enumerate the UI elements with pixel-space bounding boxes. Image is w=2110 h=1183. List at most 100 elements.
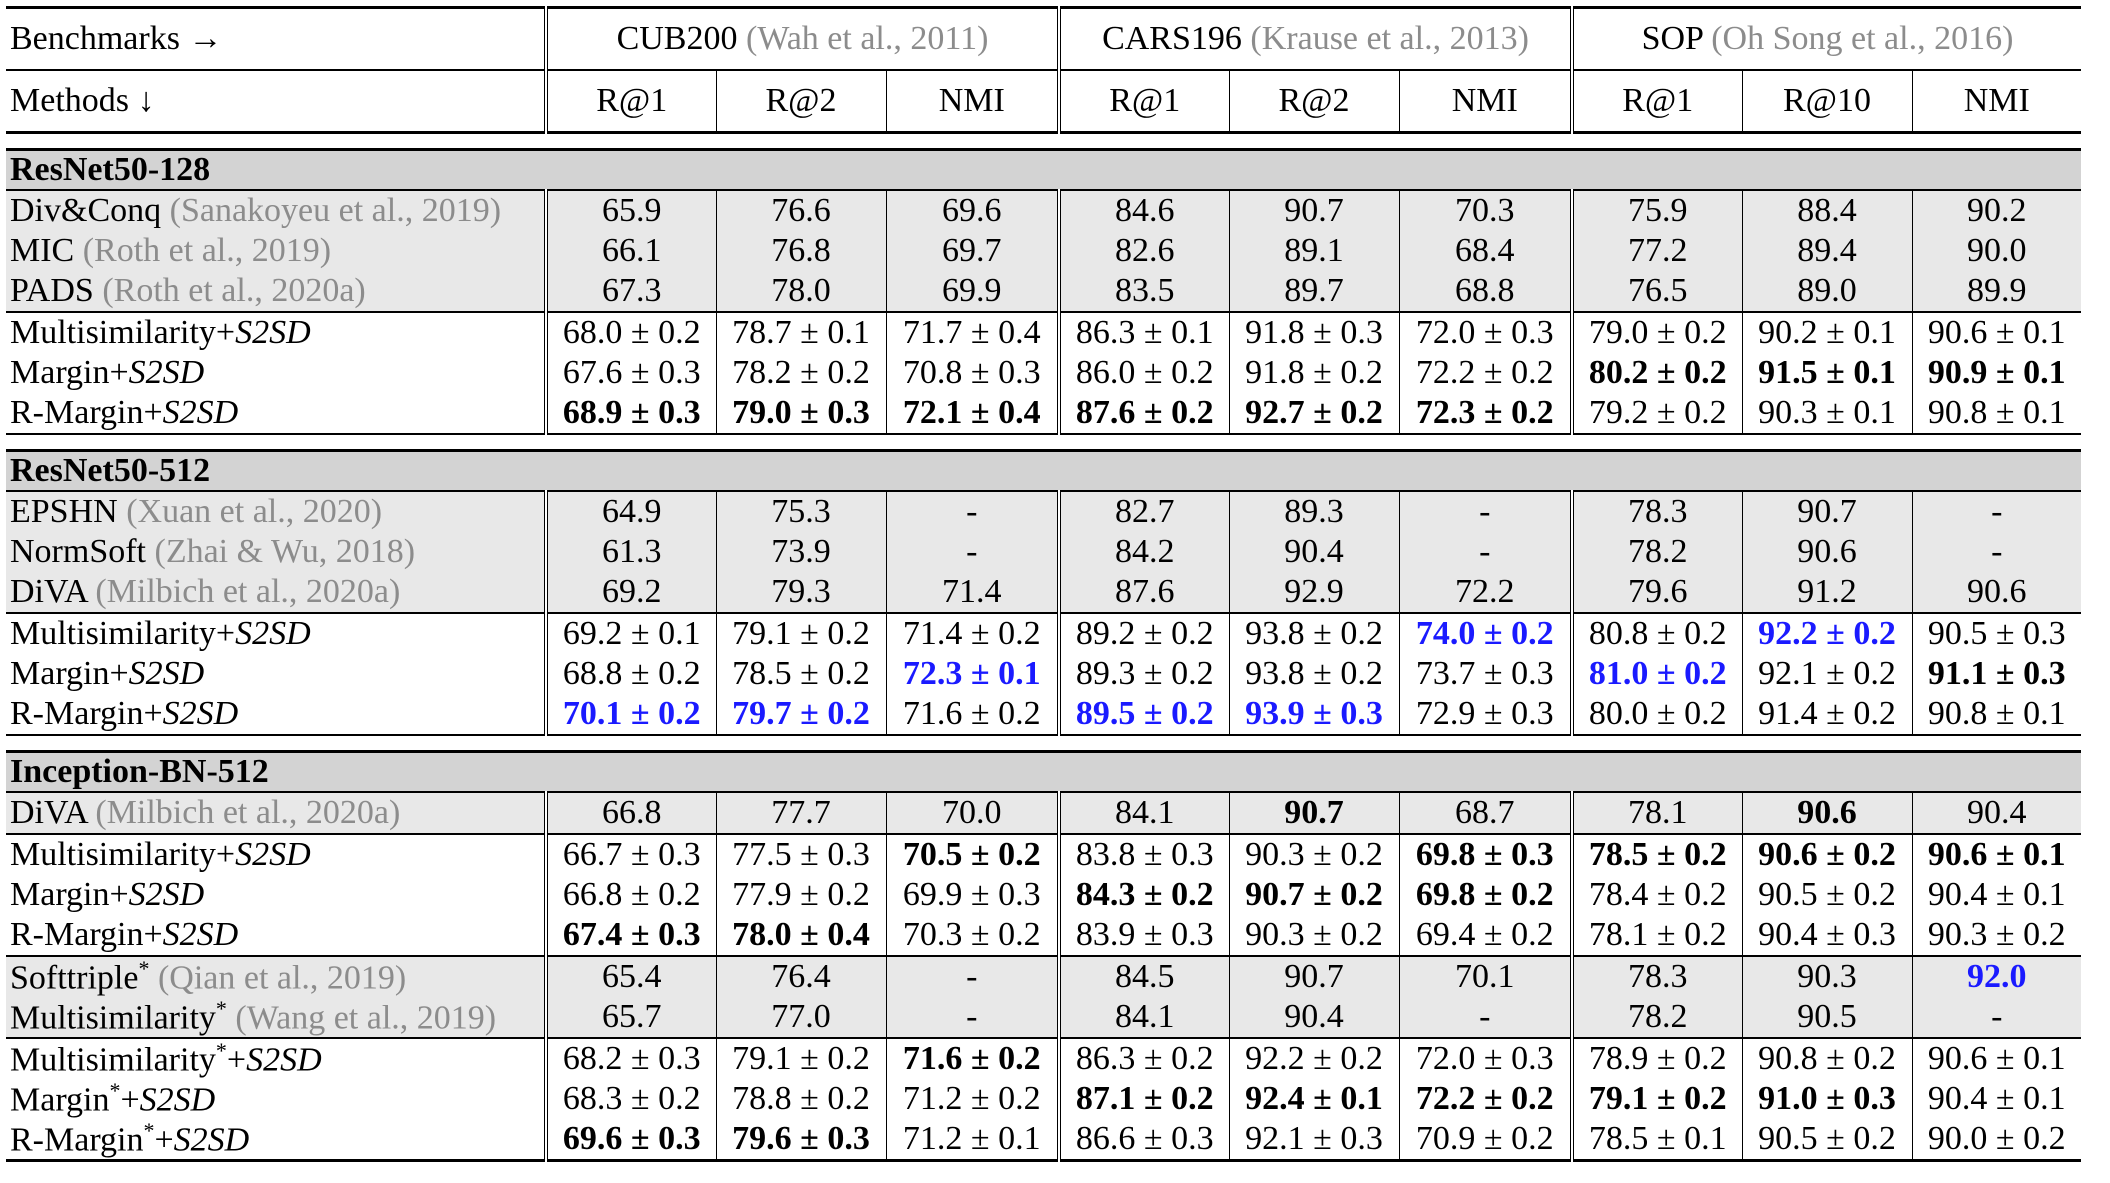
value-cell: 83.5 <box>1057 271 1229 312</box>
value-cell: 86.0 ± 0.2 <box>1057 353 1229 393</box>
method-suffix: S2SD <box>162 916 239 953</box>
method-name: MIC <box>10 232 75 269</box>
method-name: Div&Conq <box>10 192 162 229</box>
baseline-row: MIC (Roth et al., 2019) 66.1 76.8 69.7 82.6 8… <box>6 231 2081 271</box>
value-cell: 68.2 ± 0.3 <box>544 1038 716 1079</box>
value-cell: 76.6 <box>715 190 886 231</box>
method-citation: (Zhai & Wu, 2018) <box>154 533 416 570</box>
value-cell: 78.2 <box>1570 997 1742 1038</box>
value-cell: 72.0 ± 0.3 <box>1398 312 1572 353</box>
value-cell: 90.3 ± 0.2 <box>1228 834 1399 875</box>
value-cell: 82.6 <box>1057 231 1229 271</box>
value-cell: 66.7 ± 0.3 <box>544 834 716 875</box>
value-cell: 71.4 ± 0.2 <box>885 613 1059 654</box>
value-cell: 77.7 <box>715 792 886 834</box>
value-cell: 92.2 ± 0.2 <box>1741 613 1912 654</box>
value-cell: - <box>1911 997 2081 1038</box>
value-cell: 69.2 <box>544 572 716 613</box>
value-cell: 70.5 ± 0.2 <box>885 834 1059 875</box>
value-cell: 84.3 ± 0.2 <box>1057 875 1229 915</box>
method-row: Multisimilarity*+S2SD 68.2 ± 0.3 79.1 ± 0.… <box>6 1038 2081 1079</box>
method-suffix: S2SD <box>128 354 205 391</box>
method-name: Softtriple <box>10 959 139 997</box>
value-cell: - <box>885 956 1059 997</box>
method-citation: (Milbich et al., 2020a) <box>95 573 401 610</box>
benchmarks-label: Benchmarks → <box>6 8 546 71</box>
value-cell: 84.2 <box>1057 532 1229 572</box>
method-name: R-Margin+ <box>10 394 163 431</box>
value-cell: 90.6 ± 0.1 <box>1911 1038 2081 1079</box>
method-name: Multisimilarity+ <box>10 836 236 873</box>
value-cell: 75.3 <box>715 491 886 532</box>
value-cell: 90.3 <box>1741 956 1912 997</box>
value-cell: 71.2 ± 0.1 <box>885 1119 1059 1161</box>
value-cell: 90.7 ± 0.2 <box>1228 875 1399 915</box>
value-cell: 78.2 ± 0.2 <box>715 353 886 393</box>
method-suffix: S2SD <box>235 314 311 351</box>
value-cell: 68.8 ± 0.2 <box>544 654 716 694</box>
value-cell: 92.0 <box>1911 956 2081 997</box>
method-suffix: S2SD <box>128 655 205 692</box>
value-cell: 71.7 ± 0.4 <box>885 312 1059 353</box>
method-citation: (Qian et al., 2019) <box>157 959 407 997</box>
value-cell: 67.3 <box>544 271 716 312</box>
metric-header: R@2 <box>1228 70 1399 133</box>
value-cell: 89.5 ± 0.2 <box>1057 694 1229 735</box>
metric-header: NMI <box>1398 70 1572 133</box>
value-cell: 86.6 ± 0.3 <box>1057 1119 1229 1161</box>
section-header-row: Inception-BN-512 <box>6 751 2081 792</box>
value-cell: 72.2 ± 0.2 <box>1398 1079 1572 1119</box>
method-star: * <box>109 1079 121 1104</box>
method-name-cell: Multisimilarity* (Wang et al., 2019) <box>6 997 546 1038</box>
method-row: Multisimilarity+S2SD 69.2 ± 0.1 79.1 ± 0.2… <box>6 613 2081 654</box>
benchmark-header-0: CUB200 (Wah et al., 2011) <box>544 7 1059 70</box>
value-cell: 90.4 ± 0.1 <box>1911 1079 2081 1119</box>
method-name: R-Margin+ <box>10 916 163 953</box>
method-citation: (Wang et al., 2019) <box>235 999 497 1037</box>
value-cell: 68.3 ± 0.2 <box>544 1079 716 1119</box>
value-cell: 90.8 ± 0.1 <box>1911 694 2081 735</box>
value-cell: 88.4 <box>1741 190 1912 231</box>
value-cell: 84.1 <box>1057 997 1229 1038</box>
value-cell: 92.7 ± 0.2 <box>1228 393 1399 434</box>
value-cell: 90.4 <box>1228 997 1399 1038</box>
value-cell: 86.3 ± 0.2 <box>1057 1038 1229 1079</box>
spacer-cell <box>6 434 2081 451</box>
value-cell: 78.5 ± 0.2 <box>715 654 886 694</box>
benchmark-name: CUB200 <box>616 20 738 57</box>
value-cell: 70.0 <box>885 792 1059 834</box>
value-cell: 72.9 ± 0.3 <box>1398 694 1572 735</box>
method-row: R-Margin*+S2SD 69.6 ± 0.3 79.6 ± 0.3 71.2 ±… <box>6 1119 2081 1161</box>
method-row: Margin*+S2SD 68.3 ± 0.2 78.8 ± 0.2 71.2 ± 0… <box>6 1079 2081 1119</box>
value-cell: 82.7 <box>1057 491 1229 532</box>
value-cell: 89.4 <box>1741 231 1912 271</box>
value-cell: 61.3 <box>544 532 716 572</box>
metric-header: R@10 <box>1741 70 1912 133</box>
value-cell: 68.0 ± 0.2 <box>544 312 716 353</box>
value-cell: 79.0 ± 0.2 <box>1570 312 1742 353</box>
value-cell: - <box>1398 532 1572 572</box>
value-cell: 78.3 <box>1570 956 1742 997</box>
method-name: Multisimilarity <box>10 999 216 1037</box>
method-name: R-Margin+ <box>10 695 163 732</box>
method-suffix: S2SD <box>173 1121 250 1159</box>
baseline-row: DiVA (Milbich et al., 2020a) 66.8 77.7 70.0… <box>6 792 2081 834</box>
value-cell: - <box>1911 532 2081 572</box>
value-cell: 67.6 ± 0.3 <box>544 353 716 393</box>
value-cell: 91.8 ± 0.3 <box>1228 312 1399 353</box>
value-cell: 72.0 ± 0.3 <box>1398 1038 1572 1079</box>
section-title: ResNet50-512 <box>6 450 2081 491</box>
value-cell: 90.2 <box>1911 190 2081 231</box>
value-cell: 76.4 <box>715 956 886 997</box>
value-cell: 69.2 ± 0.1 <box>544 613 716 654</box>
method-name-cell: Margin+S2SD <box>6 875 546 915</box>
method-name: R-Margin <box>10 1121 144 1159</box>
value-cell: 68.8 <box>1398 271 1572 312</box>
method-name-cell: DiVA (Milbich et al., 2020a) <box>6 572 546 613</box>
value-cell: 69.9 <box>885 271 1059 312</box>
method-name-cell: Div&Conq (Sanakoyeu et al., 2019) <box>6 190 546 231</box>
value-cell: 90.4 ± 0.3 <box>1741 915 1912 956</box>
value-cell: 90.0 ± 0.2 <box>1911 1119 2081 1161</box>
metric-header: NMI <box>885 70 1059 133</box>
value-cell: 76.8 <box>715 231 886 271</box>
